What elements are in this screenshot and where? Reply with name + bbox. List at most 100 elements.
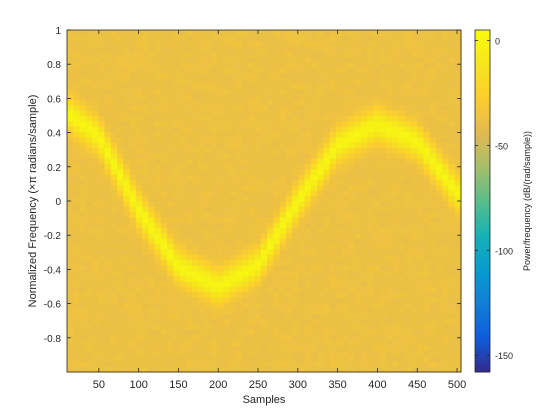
heatmap-cell	[92, 275, 99, 282]
heatmap-cell	[429, 318, 437, 325]
colorbar-segment	[475, 183, 490, 188]
heatmap-cell	[135, 163, 143, 170]
heatmap-cell	[323, 259, 331, 266]
colorbar-segment	[475, 132, 490, 136]
heatmap-cell	[85, 366, 93, 373]
heatmap-cell	[392, 94, 400, 101]
heatmap-cell	[129, 115, 137, 122]
heatmap-cell	[454, 233, 462, 239]
heatmap-cell	[392, 265, 400, 272]
heatmap-cell	[385, 233, 393, 239]
heatmap-cell	[148, 67, 156, 74]
heatmap-cell	[398, 94, 406, 101]
heatmap-cell	[404, 120, 412, 127]
heatmap-cell	[198, 334, 206, 341]
colorbar-segment	[475, 292, 490, 296]
heatmap-cell	[292, 46, 299, 52]
heatmap-cell	[367, 147, 375, 154]
heatmap-cell	[335, 62, 343, 68]
heatmap-cell	[279, 126, 287, 133]
heatmap-cell	[417, 259, 425, 266]
heatmap-cell	[454, 286, 462, 293]
heatmap-cell	[110, 222, 118, 229]
heatmap-cell	[342, 297, 350, 304]
heatmap-cell	[223, 168, 231, 175]
heatmap-cell	[342, 206, 350, 213]
heatmap-cell	[398, 110, 406, 117]
heatmap-cell	[142, 184, 149, 191]
heatmap-cell	[235, 270, 243, 277]
heatmap-cell	[273, 339, 281, 346]
heatmap-cell	[129, 275, 137, 282]
heatmap-cell	[235, 313, 243, 320]
colorbar-segment	[475, 366, 490, 370]
heatmap-cell	[348, 323, 356, 330]
heatmap-cell	[360, 83, 368, 90]
colorbar-segment	[475, 320, 490, 325]
heatmap-cell	[185, 307, 193, 314]
heatmap-cell	[404, 249, 412, 256]
heatmap-cell	[454, 168, 462, 175]
heatmap-cell	[373, 56, 381, 63]
heatmap-cell	[167, 318, 174, 325]
heatmap-cell	[129, 206, 137, 213]
colorbar-segment	[475, 55, 490, 59]
heatmap-cell	[235, 126, 243, 133]
heatmap-cell	[267, 174, 274, 181]
heatmap-cell	[204, 233, 212, 239]
heatmap-cell	[260, 110, 268, 117]
heatmap-cell	[410, 243, 418, 250]
heatmap-cell	[454, 115, 462, 122]
heatmap-cell	[329, 190, 337, 197]
heatmap-cell	[429, 238, 437, 245]
heatmap-cell	[342, 249, 350, 256]
heatmap-cell	[267, 35, 274, 42]
colorbar-segment	[475, 192, 490, 196]
heatmap-cell	[142, 174, 149, 181]
heatmap-cell	[185, 334, 193, 341]
heatmap-cell	[104, 238, 112, 245]
heatmap-cell	[217, 131, 224, 138]
heatmap-cell	[142, 126, 149, 133]
heatmap-cell	[135, 56, 143, 63]
heatmap-cell	[210, 361, 218, 368]
heatmap-cell	[448, 345, 456, 352]
heatmap-cell	[229, 120, 237, 127]
heatmap-cell	[435, 131, 443, 138]
heatmap-cell	[248, 158, 256, 165]
heatmap-cell	[367, 94, 375, 101]
heatmap-cell	[204, 94, 212, 101]
heatmap-cell	[335, 249, 343, 256]
heatmap-cell	[67, 350, 74, 357]
heatmap-cell	[198, 233, 206, 239]
heatmap-cell	[92, 131, 99, 138]
heatmap-cell	[129, 174, 137, 181]
heatmap-cell	[448, 67, 456, 74]
heatmap-cell	[329, 195, 337, 202]
heatmap-cell	[360, 78, 368, 85]
heatmap-cell	[310, 67, 318, 74]
heatmap-cell	[167, 46, 174, 52]
heatmap-cell	[73, 281, 81, 288]
heatmap-cell	[223, 78, 231, 85]
heatmap-cell	[404, 307, 412, 314]
heatmap-cell	[267, 168, 274, 175]
heatmap-cell	[417, 222, 425, 229]
heatmap-cell	[248, 99, 256, 106]
heatmap-cell	[329, 35, 337, 42]
heatmap-cell	[342, 174, 350, 181]
heatmap-cell	[98, 152, 106, 159]
heatmap-cell	[373, 286, 381, 293]
heatmap-cell	[279, 281, 287, 288]
heatmap-cell	[385, 190, 393, 197]
heatmap-cell	[354, 217, 362, 223]
heatmap-cell	[260, 233, 268, 239]
heatmap-cell	[98, 222, 106, 229]
heatmap-cell	[298, 345, 306, 352]
heatmap-cell	[417, 142, 425, 149]
heatmap-cell	[248, 184, 256, 191]
heatmap-cell	[342, 131, 350, 138]
heatmap-cell	[379, 142, 387, 149]
heatmap-cell	[192, 83, 199, 90]
heatmap-cell	[104, 40, 112, 47]
